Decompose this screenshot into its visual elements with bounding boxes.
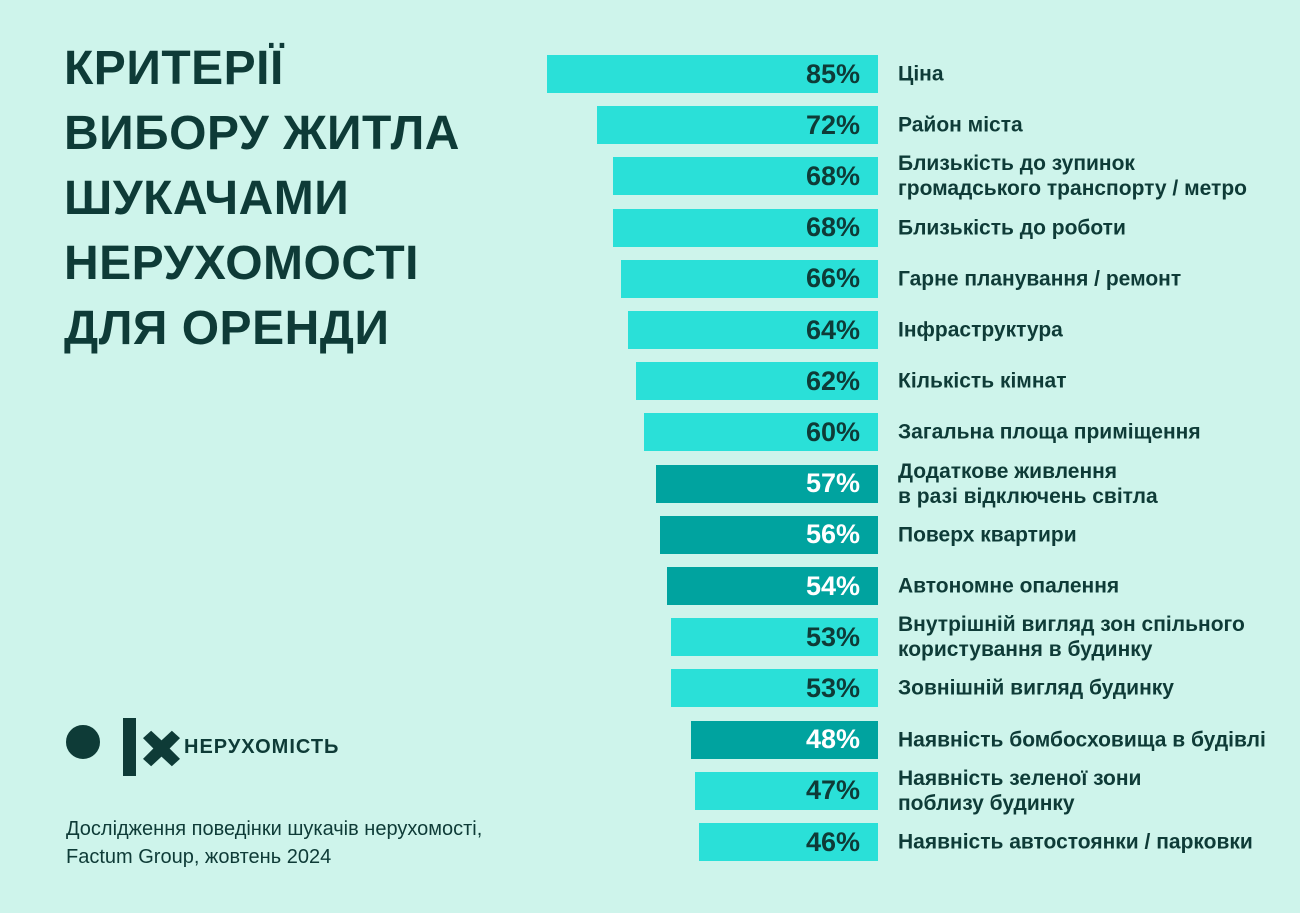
title-line: КРИТЕРІЇ: [64, 42, 284, 95]
bar-category-label: Гарне планування / ремонт: [898, 267, 1182, 291]
bar-value-label: 85%: [805, 58, 860, 89]
bar: 53%: [671, 618, 878, 657]
title-line: НЕРУХОМОСТІ: [64, 237, 419, 290]
source-note: Дослідження поведінки шукачів нерухомост…: [66, 815, 482, 871]
bar: 66%: [620, 259, 878, 298]
bar: 57%: [655, 464, 878, 503]
bar-category-label: Наявність зеленої зони поблизу будинку: [898, 766, 1142, 815]
bar-value-label: 72%: [805, 109, 860, 140]
bar-row: 56% Поверх квартири: [0, 515, 1300, 554]
bar-value-label: 56%: [805, 519, 860, 550]
bar-value-label: 62%: [805, 365, 860, 396]
bar: 56%: [659, 515, 878, 554]
bar-row: 68% Близькість до роботи: [0, 208, 1300, 247]
bar-category-label: Внутрішній вигляд зон спільного користува…: [898, 613, 1245, 662]
bar: 60%: [644, 413, 878, 452]
bar-row: 53% Внутрішній вигляд зон спільного корист…: [0, 613, 1300, 661]
bar-value-label: 46%: [805, 826, 860, 857]
bar-category-label: Додаткове живлення в разі відключень світ…: [898, 459, 1158, 508]
bar-row: 72% Район міста: [0, 106, 1300, 145]
bar-value-label: 57%: [805, 468, 860, 499]
bar: 54%: [667, 567, 878, 605]
bar-row: 68% Близькість до зупинок громадського тра…: [0, 152, 1300, 200]
bar-row: 48% Наявність бомбосховища в будівлі: [0, 720, 1300, 759]
bar-category-label: Близькість до зупинок громадського трансп…: [898, 152, 1247, 201]
bar: 47%: [694, 771, 878, 810]
bar-row: 53% Зовнішній вигляд будинку: [0, 669, 1300, 708]
bar-row: 85% Ціна: [0, 55, 1300, 93]
bar: 53%: [671, 669, 878, 708]
bar-row: 57% Додаткове живлення в разі відключень с…: [0, 460, 1300, 508]
bar: 46%: [698, 823, 878, 861]
logo-product-label: НЕРУХОМІСТЬ: [184, 736, 340, 758]
bar-row: 54% Автономне опалення: [0, 567, 1300, 605]
bar-row: 46% Наявність автостоянки / парковки: [0, 823, 1300, 861]
bar-row: 62% Кількість кімнат: [0, 362, 1300, 401]
title-line: ШУКАЧАМИ: [64, 172, 350, 225]
bar: 48%: [690, 720, 878, 759]
bar-value-label: 68%: [805, 212, 860, 243]
page-title: КРИТЕРІЇ ВИБОРУ ЖИТЛА ШУКАЧАМИ НЕРУХОМОС…: [64, 36, 460, 361]
bar: 72%: [597, 106, 878, 145]
bar: 68%: [612, 157, 878, 196]
bar-category-label: Ціна: [898, 62, 944, 86]
olx-x-icon: [143, 730, 180, 767]
bar-value-label: 53%: [805, 621, 860, 652]
bar-category-label: Загальна площа приміщення: [898, 420, 1201, 444]
bar-value-label: 68%: [805, 160, 860, 191]
bar-category-label: Наявність бомбосховища в будівлі: [898, 728, 1266, 752]
bar-category-label: Інфраструктура: [898, 318, 1063, 342]
bar: 64%: [628, 311, 878, 349]
source-line: Дослідження поведінки шукачів нерухомост…: [66, 818, 483, 840]
bar-value-label: 66%: [805, 263, 860, 294]
olx-pipe-icon: [123, 718, 136, 776]
bar-value-label: 64%: [805, 314, 860, 345]
bar-row: 64% Інфраструктура: [0, 311, 1300, 349]
bar-category-label: Близькість до роботи: [898, 216, 1126, 240]
olx-o-icon: [66, 725, 100, 759]
bar-row: 47% Наявність зеленої зони поблизу будинку: [0, 767, 1300, 815]
bar-category-label: Поверх квартири: [898, 523, 1077, 547]
bar-value-label: 48%: [805, 724, 860, 755]
bar-value-label: 53%: [805, 672, 860, 703]
bar: 85%: [546, 55, 878, 93]
bar-row: 66% Гарне планування / ремонт: [0, 259, 1300, 298]
title-line: ДЛЯ ОРЕНДИ: [64, 302, 390, 355]
bar: 68%: [612, 208, 878, 247]
bar-category-label: Район міста: [898, 113, 1023, 137]
title-line: ВИБОРУ ЖИТЛА: [64, 107, 460, 160]
bar-category-label: Зовнішній вигляд будинку: [898, 676, 1174, 700]
bar-value-label: 47%: [805, 775, 860, 806]
bar: 62%: [636, 362, 878, 401]
bar-value-label: 60%: [805, 416, 860, 447]
bar-value-label: 54%: [805, 570, 860, 601]
bar-row: 60% Загальна площа приміщення: [0, 413, 1300, 452]
bar-category-label: Наявність автостоянки / парковки: [898, 830, 1253, 854]
bar-category-label: Автономне опалення: [898, 574, 1120, 598]
bar-category-label: Кількість кімнат: [898, 369, 1067, 393]
source-line: Factum Group, жовтень 2024: [66, 846, 332, 868]
